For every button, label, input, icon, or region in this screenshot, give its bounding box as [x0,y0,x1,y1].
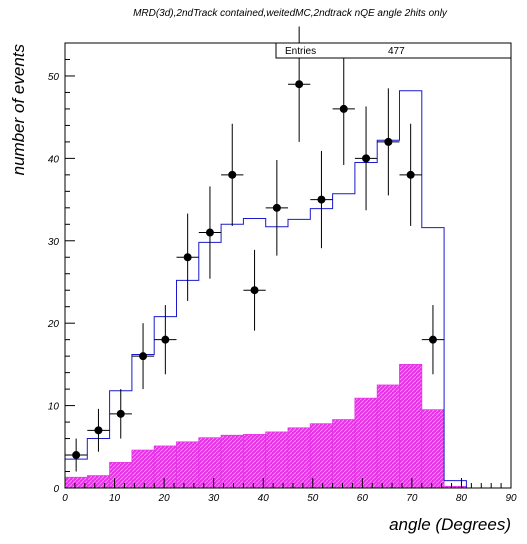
data-point [176,213,199,301]
nqe-bar [309,423,333,489]
nqe-bar [354,397,378,489]
data-point [310,150,333,249]
x-tick-label: 70 [406,493,418,504]
x-axis: 0 10 20 30 40 50 60 70 80 90 [62,478,517,504]
data-point [131,323,155,390]
x-tick-label: 50 [307,493,319,504]
data-point [198,186,222,279]
y-axis-label: number of events [9,44,28,176]
nqe-bar [287,427,311,489]
nqe-bar [332,419,356,489]
x-axis-label: angle (Degrees) [389,515,511,534]
x-tick-label: 10 [109,493,121,504]
x-tick-label: 90 [505,493,517,504]
nqe-bar [153,445,177,489]
nqe-bar [176,441,200,489]
data-point [265,160,288,256]
y-tick-label: 50 [48,72,60,83]
data-point [154,305,177,375]
x-tick-label: 80 [456,493,468,504]
nqe-bar [242,434,267,489]
nqe-bar [265,431,289,489]
data-point [109,389,132,439]
mc-nqe-histogram [64,363,467,489]
x-tick-label: 30 [208,493,220,504]
nqe-bar [64,476,88,489]
nqe-bar [421,409,445,489]
y-tick-label: 0 [53,484,59,495]
stats-label: Entries [285,46,316,57]
nqe-bar [220,434,244,489]
x-tick-label: 20 [158,493,171,504]
y-tick-label: 10 [48,402,60,413]
data-point [332,52,355,165]
y-tick-label: 40 [48,154,60,165]
x-tick-label: 40 [258,493,270,504]
x-tick-label: 0 [62,493,68,504]
data-point [354,106,378,211]
x-tick-label: 60 [357,493,369,504]
nqe-bar [109,462,133,489]
chart-title: MRD(3d),2ndTrack contained,weitedMC,2ndt… [133,8,448,19]
y-tick-label: 30 [48,237,60,248]
data-point [399,123,422,226]
nqe-bar [86,475,111,489]
data-point [243,249,266,331]
y-axis: 0 10 20 30 40 50 [47,42,75,495]
nqe-bar [198,437,222,489]
stats-box: Entries 477 [275,42,512,59]
data-point [221,123,244,226]
nqe-bar [399,363,423,489]
y-tick-label: 20 [47,319,60,330]
nqe-bar [131,449,155,489]
data-point [377,88,400,196]
nqe-bar [376,384,400,489]
data-points [65,26,445,472]
data-point [421,305,445,375]
stats-value: 477 [388,46,405,57]
data-point [87,408,110,452]
data-point [65,438,88,472]
